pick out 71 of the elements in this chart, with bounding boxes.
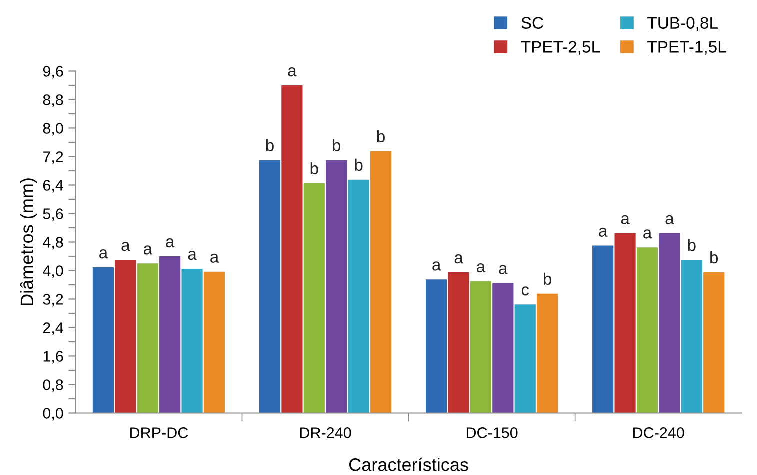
y-tick-label: 8,0 xyxy=(43,123,64,136)
data-label: b xyxy=(266,139,274,152)
bar xyxy=(470,281,492,414)
bar xyxy=(592,246,614,414)
bar xyxy=(304,183,325,414)
bar xyxy=(115,260,136,414)
y-tick-label: 6,4 xyxy=(43,180,64,193)
legend-label: TPET-1,5L xyxy=(648,41,726,55)
data-label: b xyxy=(333,139,341,152)
data-label: a xyxy=(166,238,175,248)
y-tick-label: 1,6 xyxy=(44,351,64,364)
bar xyxy=(681,260,702,414)
bar xyxy=(514,304,536,414)
data-label: b xyxy=(377,130,385,143)
legend-label: TUB-0,8L xyxy=(648,17,718,31)
data-label: b xyxy=(710,251,718,264)
data-label: a xyxy=(477,263,486,273)
bar xyxy=(282,86,303,414)
x-tick-label: DRP-DC xyxy=(130,428,188,438)
data-label: a xyxy=(454,254,464,264)
y-tick-label: 0,0 xyxy=(43,408,64,421)
y-axis-title: Diâmetros (mm) xyxy=(20,178,38,306)
y-tick-label: 5,6 xyxy=(43,208,64,222)
data-label: a xyxy=(599,228,608,237)
bar xyxy=(614,233,636,414)
bar xyxy=(348,180,370,414)
bar xyxy=(636,248,658,414)
x-tick-label: DC-240 xyxy=(634,428,684,438)
y-tick-label: 0,8 xyxy=(43,380,64,392)
data-label: a xyxy=(432,262,442,271)
data-label: a xyxy=(144,246,152,255)
data-label: a xyxy=(499,265,508,274)
bar xyxy=(92,268,114,414)
y-tick-label: 4,0 xyxy=(43,266,64,278)
bar xyxy=(426,280,448,414)
data-label: a xyxy=(644,230,652,239)
data-label: b xyxy=(355,158,363,172)
y-tick-label: 3,2 xyxy=(43,294,64,307)
data-label: a xyxy=(288,68,297,77)
bar xyxy=(259,160,281,414)
bar xyxy=(537,294,558,414)
data-label: a xyxy=(621,215,630,224)
data-label: b xyxy=(544,272,552,286)
y-tick-label: 9,6 xyxy=(43,66,64,79)
bar xyxy=(492,283,514,414)
y-tick-label: 4,8 xyxy=(43,237,64,250)
bar xyxy=(204,272,226,414)
bar xyxy=(659,233,680,414)
bar xyxy=(182,268,203,414)
data-label: a xyxy=(122,242,130,252)
data-label: b xyxy=(688,238,696,252)
y-tick-label: 8,8 xyxy=(43,94,64,108)
y-tick-label: 2,4 xyxy=(43,322,64,336)
data-label: a xyxy=(666,215,674,224)
bar xyxy=(448,272,470,414)
bar xyxy=(370,151,392,414)
bar xyxy=(326,160,348,414)
x-tick-label: DR-240 xyxy=(300,428,352,438)
x-tick-label: DC-150 xyxy=(466,428,518,438)
legend-label: SC xyxy=(522,17,544,29)
data-label: a xyxy=(100,250,108,259)
data-label: b xyxy=(310,162,318,175)
bar xyxy=(137,264,158,414)
x-axis-title: Características xyxy=(350,458,468,472)
legend-label: TPET-2,5L xyxy=(521,41,600,55)
data-label: a xyxy=(188,250,197,260)
data-label: a xyxy=(210,254,220,263)
bar xyxy=(704,272,725,414)
data-label: c xyxy=(522,286,530,296)
y-tick-label: 7,2 xyxy=(43,152,64,164)
bar xyxy=(160,256,181,414)
